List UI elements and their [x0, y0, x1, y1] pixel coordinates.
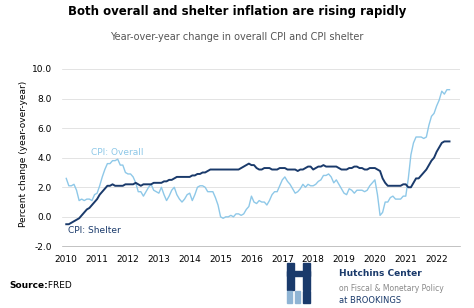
Text: at BROOKINGS: at BROOKINGS	[339, 296, 401, 305]
Bar	[303, 291, 310, 303]
Bar	[287, 271, 310, 276]
Text: FRED: FRED	[45, 281, 72, 290]
Text: Source:: Source:	[9, 281, 48, 290]
Bar	[303, 263, 310, 290]
Text: Hutchins Center: Hutchins Center	[339, 270, 422, 278]
Text: Year-over-year change in overall CPI and CPI shelter: Year-over-year change in overall CPI and…	[110, 32, 364, 42]
Text: Both overall and shelter inflation are rising rapidly: Both overall and shelter inflation are r…	[68, 5, 406, 18]
Text: CPI: Overall: CPI: Overall	[91, 148, 144, 157]
Y-axis label: Percent change (year-over-year): Percent change (year-over-year)	[18, 81, 27, 227]
Bar	[287, 263, 294, 290]
Bar	[295, 291, 300, 303]
Text: CPI: Shelter: CPI: Shelter	[68, 226, 120, 235]
Text: on Fiscal & Monetary Policy: on Fiscal & Monetary Policy	[339, 284, 444, 293]
Bar	[287, 291, 292, 303]
